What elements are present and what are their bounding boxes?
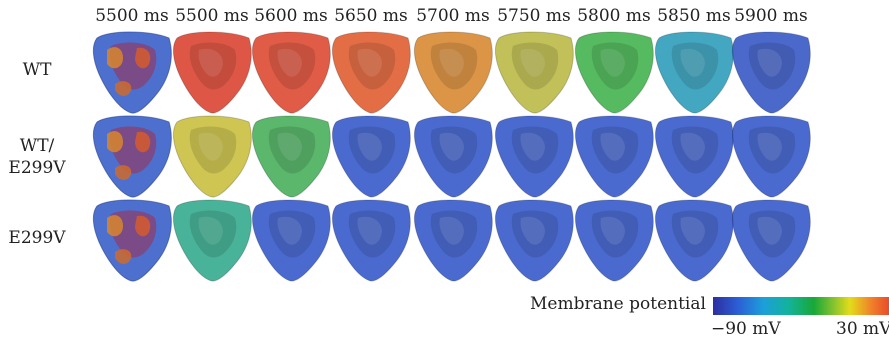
heart-render	[491, 28, 577, 116]
heart-render	[410, 196, 496, 284]
colorbar-min-label: −90 mV	[711, 319, 781, 339]
colorbar	[713, 297, 889, 315]
genotype-label: WT/E299V	[2, 135, 72, 179]
time-label: 5900 ms	[734, 6, 808, 26]
heart-render	[410, 28, 496, 116]
heart-render	[491, 112, 577, 200]
heart-render	[89, 28, 175, 116]
genotype-label-line: E299V	[8, 228, 66, 248]
heart-render	[248, 28, 334, 116]
heart-render	[728, 196, 814, 284]
time-label: 5500 ms	[175, 6, 249, 26]
colorbar-max-label: 30 mV	[836, 319, 889, 339]
heart-render	[89, 196, 175, 284]
genotype-label: WT	[2, 59, 72, 81]
time-label: 5750 ms	[497, 6, 571, 26]
time-label: 5700 ms	[416, 6, 490, 26]
time-label: 5850 ms	[657, 6, 731, 26]
heart-render	[169, 28, 255, 116]
genotype-label-line: WT/	[19, 136, 55, 156]
heart-render	[651, 196, 737, 284]
genotype-label: E299V	[2, 227, 72, 249]
heart-render	[328, 28, 414, 116]
heart-render	[571, 196, 657, 284]
heart-render	[248, 112, 334, 200]
heart-render	[89, 112, 175, 200]
time-label: 5500 ms	[95, 6, 169, 26]
genotype-label-line: E299V	[8, 158, 66, 178]
heart-render	[328, 112, 414, 200]
colorbar-title: Membrane potential	[530, 294, 706, 314]
heart-render	[571, 112, 657, 200]
heart-render	[728, 112, 814, 200]
heart-render	[328, 196, 414, 284]
heart-render	[169, 112, 255, 200]
heart-render	[651, 28, 737, 116]
heart-render	[248, 196, 334, 284]
heart-render	[571, 28, 657, 116]
genotype-label-line: WT	[22, 60, 52, 80]
time-label: 5600 ms	[254, 6, 328, 26]
heart-render	[491, 196, 577, 284]
heart-render	[410, 112, 496, 200]
time-label: 5800 ms	[577, 6, 651, 26]
heart-render	[728, 28, 814, 116]
time-label: 5650 ms	[334, 6, 408, 26]
heart-render	[169, 196, 255, 284]
heart-render	[651, 112, 737, 200]
